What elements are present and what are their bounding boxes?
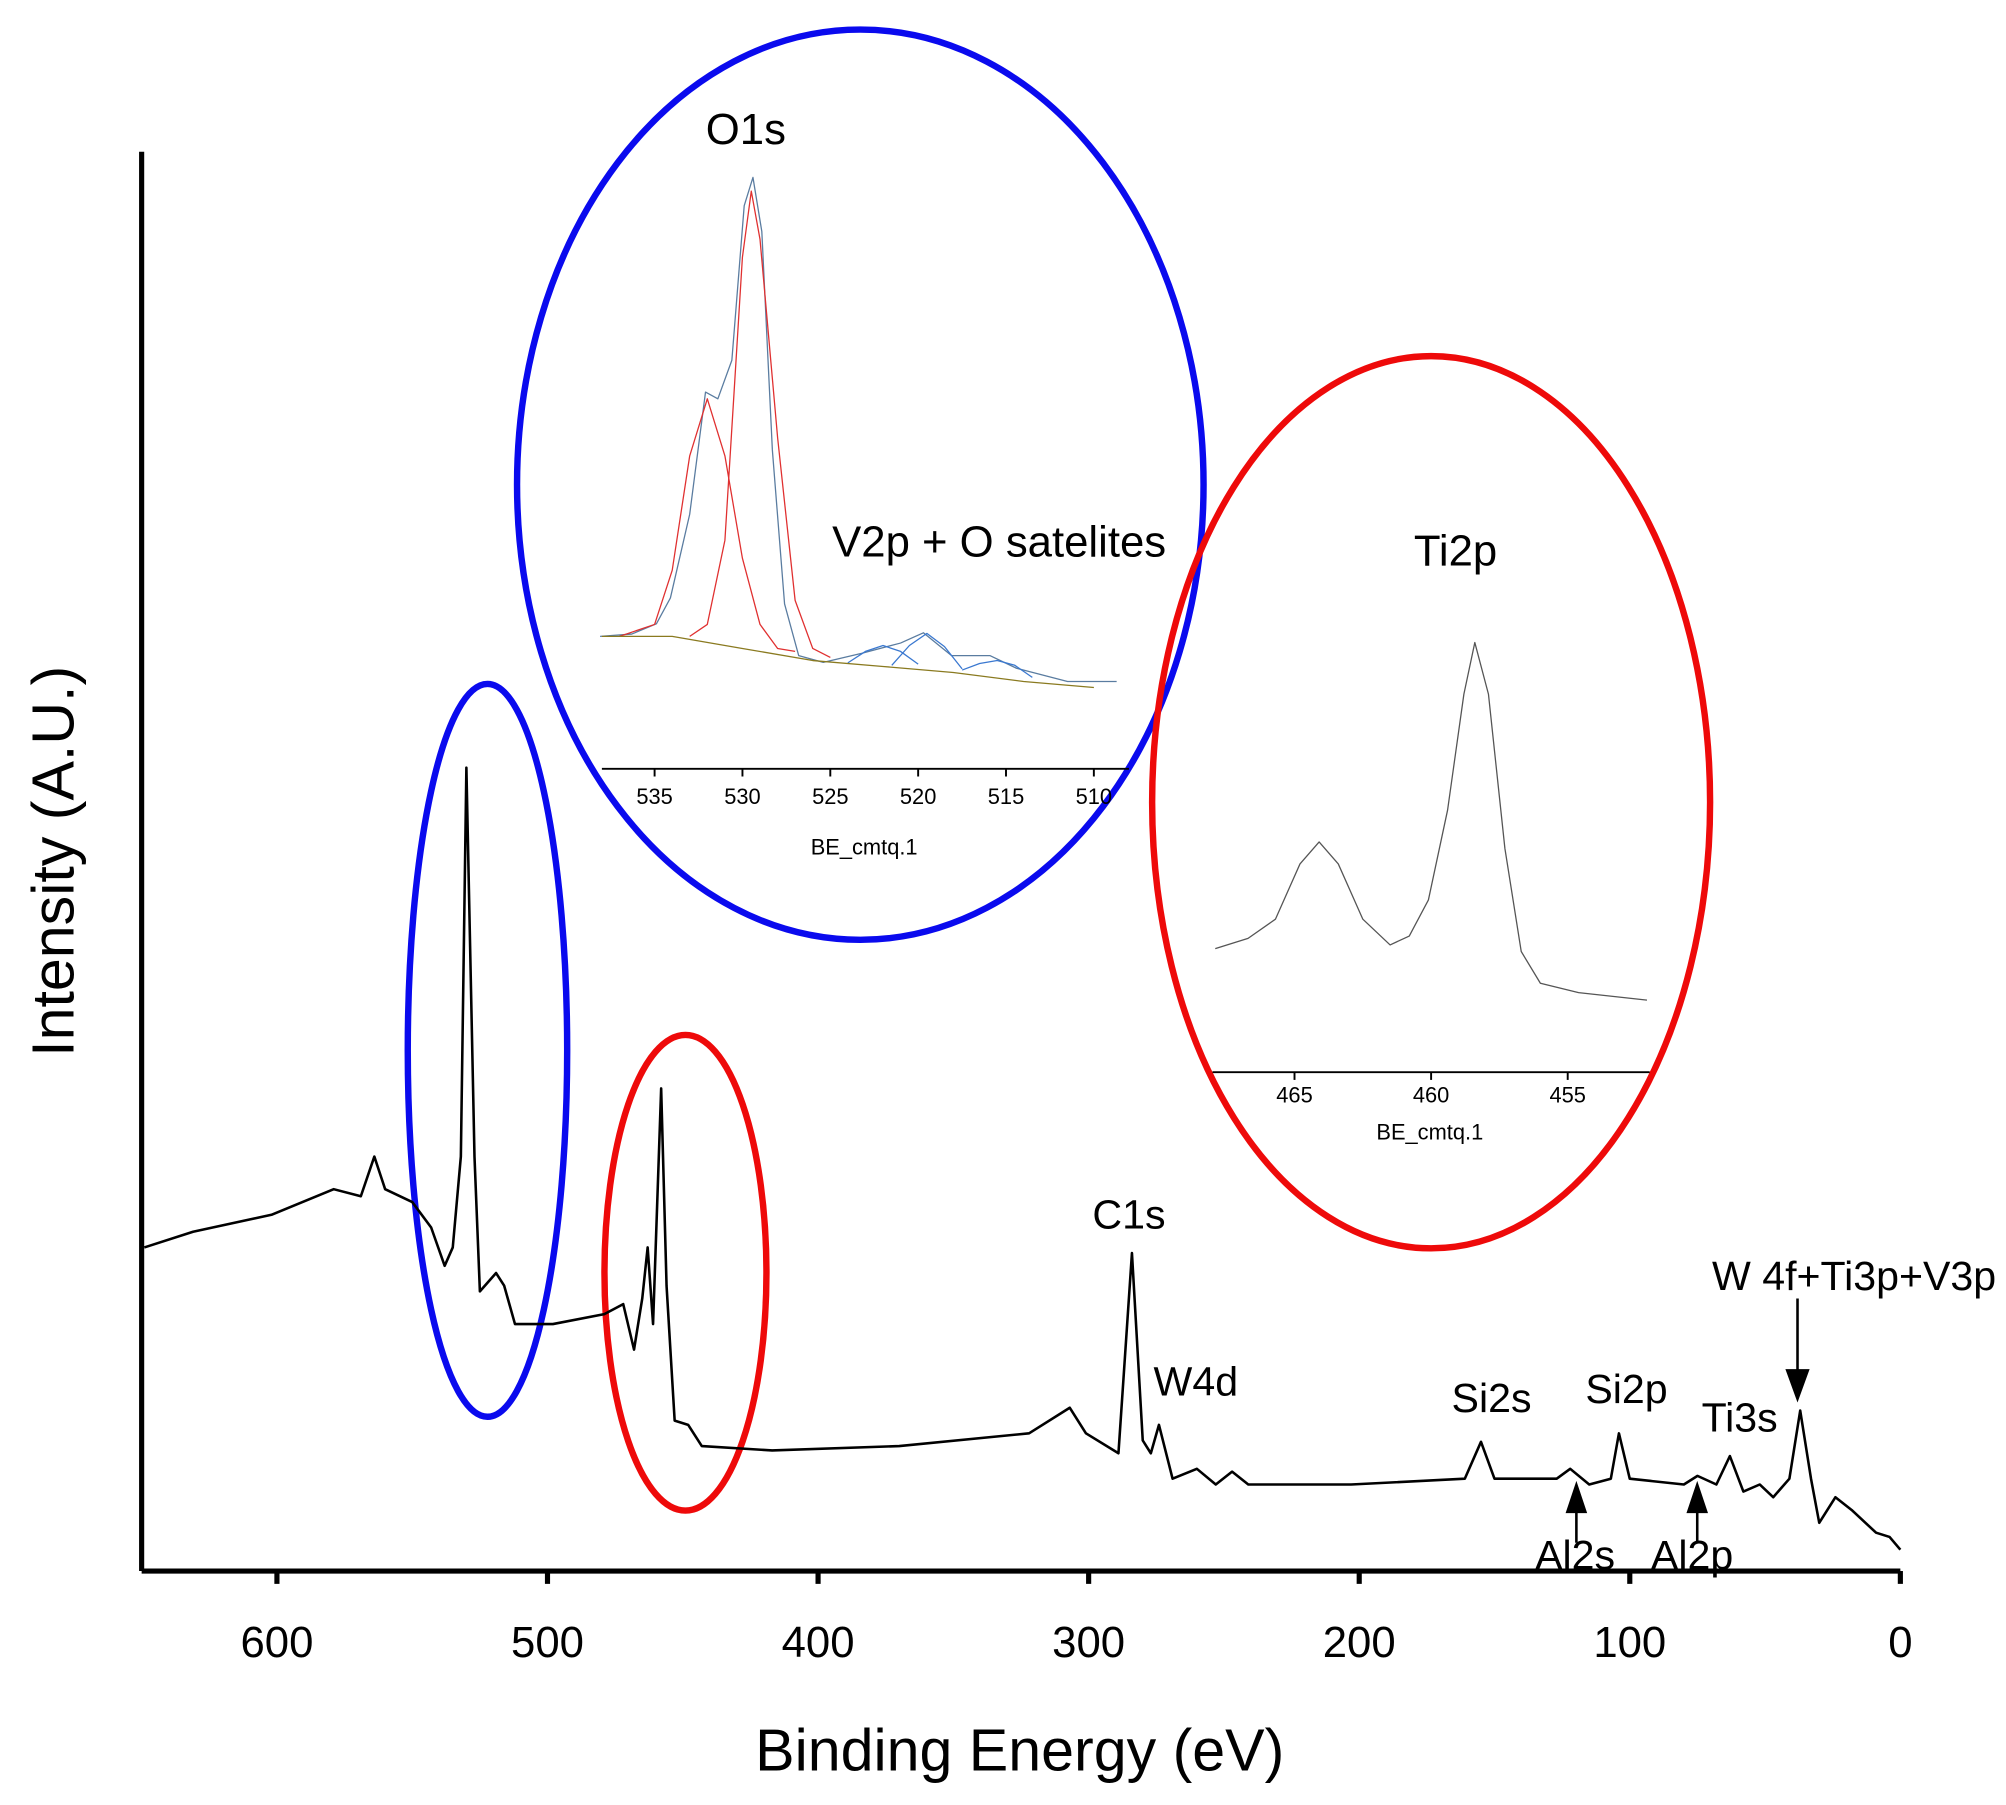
data-line (601, 635, 1094, 689)
x-tick-label: 510 (1076, 784, 1112, 809)
data-line (619, 398, 796, 653)
data-line (961, 659, 1033, 678)
inset-title: Ti2p (1414, 527, 1497, 576)
highlight-ellipse (1148, 352, 1714, 1252)
ellipses (404, 26, 1714, 1514)
peak-annotation: Ti3s (1702, 1394, 1778, 1440)
data-line (847, 644, 919, 665)
data-line (143, 766, 1902, 1551)
peak-annotation: C1s (1092, 1191, 1165, 1237)
x-tick-label: 300 (1052, 1618, 1125, 1667)
x-tick-label: 0 (1888, 1618, 1912, 1667)
highlight-ellipse (513, 26, 1207, 943)
x-axis-label: BE_cmtq.1 (1376, 1120, 1483, 1145)
arrow-head (1565, 1480, 1588, 1514)
peak-annotation: Si2p (1585, 1366, 1667, 1412)
peak-annotation: V2p + O satelites (832, 518, 1166, 567)
arrow-head (1785, 1369, 1810, 1403)
y-axis-label: Intensity (A.U.) (20, 666, 87, 1057)
x-tick-label: 530 (724, 784, 760, 809)
data-line (689, 190, 831, 659)
highlight-ellipse (404, 680, 571, 1420)
arrows (1565, 1298, 1810, 1543)
x-axis-label: Binding Energy (eV) (755, 1716, 1284, 1783)
peak-annotation: Al2p (1651, 1532, 1733, 1578)
peak-annotation: Si2s (1452, 1375, 1532, 1421)
x-tick-label: 455 (1549, 1082, 1585, 1107)
peak-annotation: W 4f+Ti3p+V3p (1712, 1253, 1996, 1299)
x-tick-label: 100 (1593, 1618, 1666, 1667)
highlight-ellipse (601, 1031, 770, 1514)
x-tick-label: 515 (988, 784, 1024, 809)
arrow-head (1686, 1480, 1709, 1514)
x-tick-label: 535 (636, 784, 672, 809)
peak-annotation: Al2s (1535, 1532, 1615, 1578)
inset-title: O1s (706, 105, 786, 154)
x-tick-label: 500 (511, 1618, 584, 1667)
x-tick-label: 600 (240, 1618, 313, 1667)
x-axis-label: BE_cmtq.1 (811, 834, 918, 859)
x-tick-label: 525 (812, 784, 848, 809)
x-tick-label: 400 (782, 1618, 855, 1667)
x-tick-label: 465 (1276, 1082, 1312, 1107)
x-tick-label: 200 (1323, 1618, 1396, 1667)
data-line (600, 176, 1117, 683)
x-tick-label: 520 (900, 784, 936, 809)
data-line (1215, 641, 1648, 1001)
peak-annotation: W4d (1154, 1358, 1239, 1404)
x-tick-label: 460 (1413, 1082, 1449, 1107)
data-line (891, 632, 963, 670)
